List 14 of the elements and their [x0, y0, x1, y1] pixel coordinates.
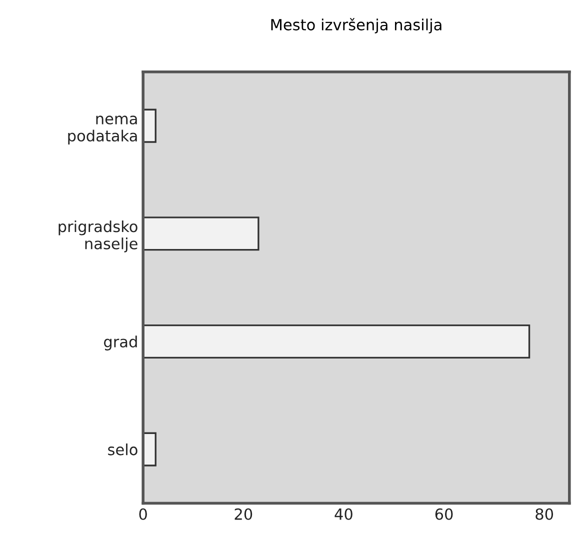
bar [143, 108, 156, 143]
y-tick-label: grad [104, 336, 137, 350]
x-tick-label: 20 [234, 508, 252, 520]
y-tick-label: selo [108, 444, 138, 456]
bar [143, 432, 156, 466]
y-tick-label: nema podataka [68, 116, 137, 145]
x-tick-label: 80 [536, 508, 554, 520]
x-tick-label: 40 [334, 508, 352, 520]
chart-title: Mesto izvršenja nasilja [271, 18, 442, 34]
bar [143, 324, 530, 358]
x-tick-label: 60 [435, 508, 453, 520]
y-tick-label: prigradsko naselje [58, 220, 138, 252]
x-tick-label: 0 [139, 508, 147, 520]
bar [143, 216, 260, 251]
